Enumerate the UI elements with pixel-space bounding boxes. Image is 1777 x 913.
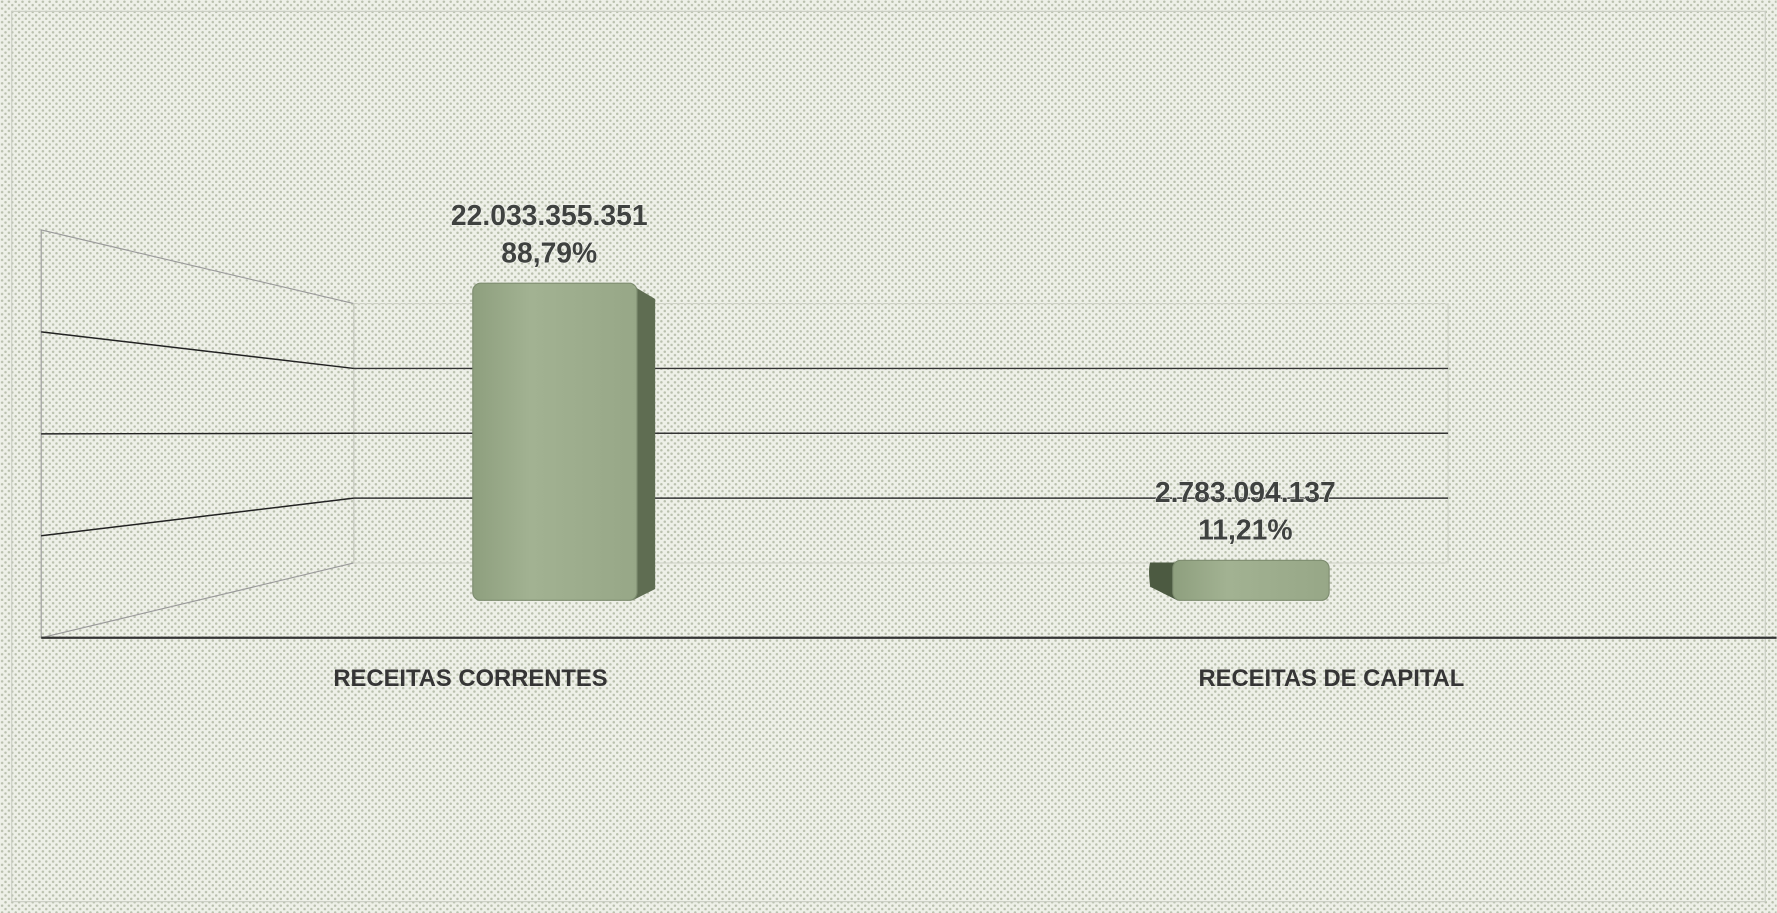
bar xyxy=(1172,559,1330,601)
chart-border xyxy=(11,10,1766,903)
percentage-label: 11,21% xyxy=(1198,513,1292,545)
bars: 22.033.355.351 88,79% RECEITAS CORRENTES 2.… xyxy=(333,198,1464,692)
side-grid-line xyxy=(41,331,354,370)
x-tick-label: RECEITAS CORRENTES xyxy=(333,665,607,692)
bar-side xyxy=(632,285,656,601)
side-grid-line xyxy=(41,497,354,537)
bar xyxy=(472,282,638,601)
value-label: 22.033.355.351 xyxy=(451,199,648,231)
x-tick-label: RECEITAS DE CAPITAL xyxy=(1198,665,1464,692)
bar-side xyxy=(1149,562,1178,601)
percentage-label: 88,79% xyxy=(501,236,597,268)
side-grid-line xyxy=(41,432,354,435)
value-label: 2.783.094.137 xyxy=(1155,476,1336,508)
